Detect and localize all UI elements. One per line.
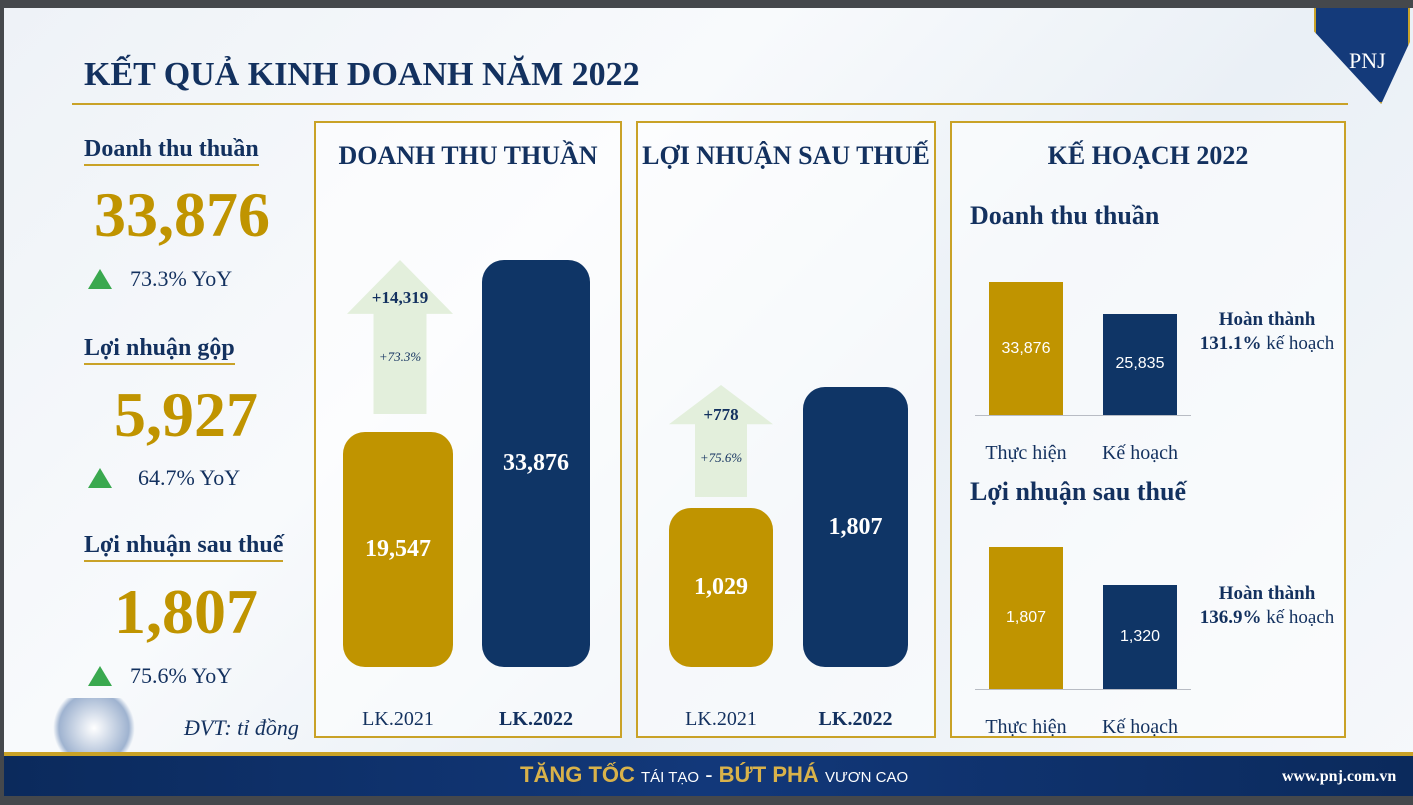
category-label: LK.2021 <box>685 708 757 730</box>
category-label: Thực hiện <box>985 716 1067 738</box>
kpi-profit-value: 1,807 <box>114 576 258 647</box>
kpi-profit-label: Lợi nhuận sau thuế <box>84 532 284 562</box>
bar-lk-2022: 33,876 <box>482 260 590 667</box>
kpi-revenue-yoy: 73.3% YoY <box>88 266 232 292</box>
completion-percent: 131.1% <box>1199 333 1262 354</box>
diamond-image <box>44 698 144 758</box>
chart-baseline <box>975 689 1191 690</box>
footer-banner: TĂNG TỐC TÁI TẠO - BỨT PHÁ VƯƠN CAO www.… <box>4 752 1413 796</box>
page-title: KẾT QUẢ KINH DOANH NĂM 2022 <box>84 56 640 93</box>
category-label: Thực hiện <box>985 442 1067 464</box>
growth-delta: +14,319 <box>371 287 429 307</box>
category-label: LK.2021 <box>362 708 434 730</box>
panel-profit-title: LỢI NHUẬN SAU THUẾ <box>642 141 930 170</box>
completion-percent: 136.9% <box>1199 607 1262 628</box>
kpi-revenue-value: 33,876 <box>94 179 270 250</box>
slide: PNJ KẾT QUẢ KINH DOANH NĂM 2022 Doanh th… <box>4 8 1413 796</box>
slogan-2b: VƯƠN CAO <box>824 769 909 786</box>
growth-percent: +75.6% <box>699 449 743 465</box>
kpi-gross-yoy: 64.7% YoY <box>88 465 240 491</box>
category-label: Kế hoạch <box>1101 716 1179 738</box>
category-label: Kế hoạch <box>1101 442 1179 464</box>
bar-lk-2021: 19,547 <box>343 432 453 667</box>
bar-lk-2021: 1,029 <box>669 507 773 667</box>
completion-label: Hoàn thành <box>1218 583 1316 604</box>
panel-revenue-title: DOANH THU THUẦN <box>338 141 598 170</box>
pnj-logo-text: PNJ <box>1349 48 1386 73</box>
up-triangle-icon <box>88 468 112 488</box>
slogan-1a: TĂNG TỐC <box>520 762 635 787</box>
completion-label: Hoàn thành <box>1218 309 1316 330</box>
chart-baseline <box>975 415 1191 416</box>
yoy-text: 64.7% YoY <box>138 465 241 490</box>
growth-percent: +73.3% <box>378 349 422 365</box>
category-label: LK.2022 <box>499 708 573 730</box>
bar-lk-2022: 1,807 <box>803 387 908 667</box>
completion-suffix: kế hoạch <box>1266 333 1335 354</box>
bar-k-ho-ch: 25,835 <box>1103 313 1177 415</box>
title-divider <box>72 103 1348 105</box>
kpi-profit-yoy: 75.6% YoY <box>88 663 232 689</box>
panel-plan-title: KẾ HOẠCH 2022 <box>1047 141 1249 170</box>
kpi-revenue-label: Doanh thu thuần <box>84 136 259 166</box>
bar-th-c-hi-n: 1,807 <box>989 547 1063 689</box>
slogan-2a: BỨT PHÁ <box>718 762 819 787</box>
up-triangle-icon <box>88 666 112 686</box>
completion-note: Hoàn thành 136.9% kế hoạch <box>1184 582 1350 630</box>
kpi-gross-value: 5,927 <box>114 379 258 450</box>
kpi-gross-label: Lợi nhuận gộp <box>84 335 235 365</box>
yoy-text: 75.6% YoY <box>130 663 233 688</box>
plan-revenue-subtitle: Doanh thu thuần <box>970 201 1160 230</box>
slogan-1b: TÁI TẠO <box>641 769 700 786</box>
unit-note: ĐVT: tỉ đồng <box>184 715 299 740</box>
completion-suffix: kế hoạch <box>1266 607 1335 628</box>
footer-slogan: TĂNG TỐC TÁI TẠO - BỨT PHÁ VƯƠN CAO <box>520 762 908 788</box>
yoy-text: 73.3% YoY <box>130 266 233 291</box>
footer-url[interactable]: www.pnj.com.vn <box>1282 768 1397 785</box>
completion-note: Hoàn thành 131.1% kế hoạch <box>1184 308 1350 356</box>
plan-profit-subtitle: Lợi nhuận sau thuế <box>970 477 1186 506</box>
slogan-sep: - <box>705 762 713 787</box>
growth-delta: +778 <box>703 405 739 425</box>
bar-k-ho-ch: 1,320 <box>1103 585 1177 689</box>
bar-th-c-hi-n: 33,876 <box>989 282 1063 415</box>
up-triangle-icon <box>88 269 112 289</box>
category-label: LK.2022 <box>818 708 893 730</box>
